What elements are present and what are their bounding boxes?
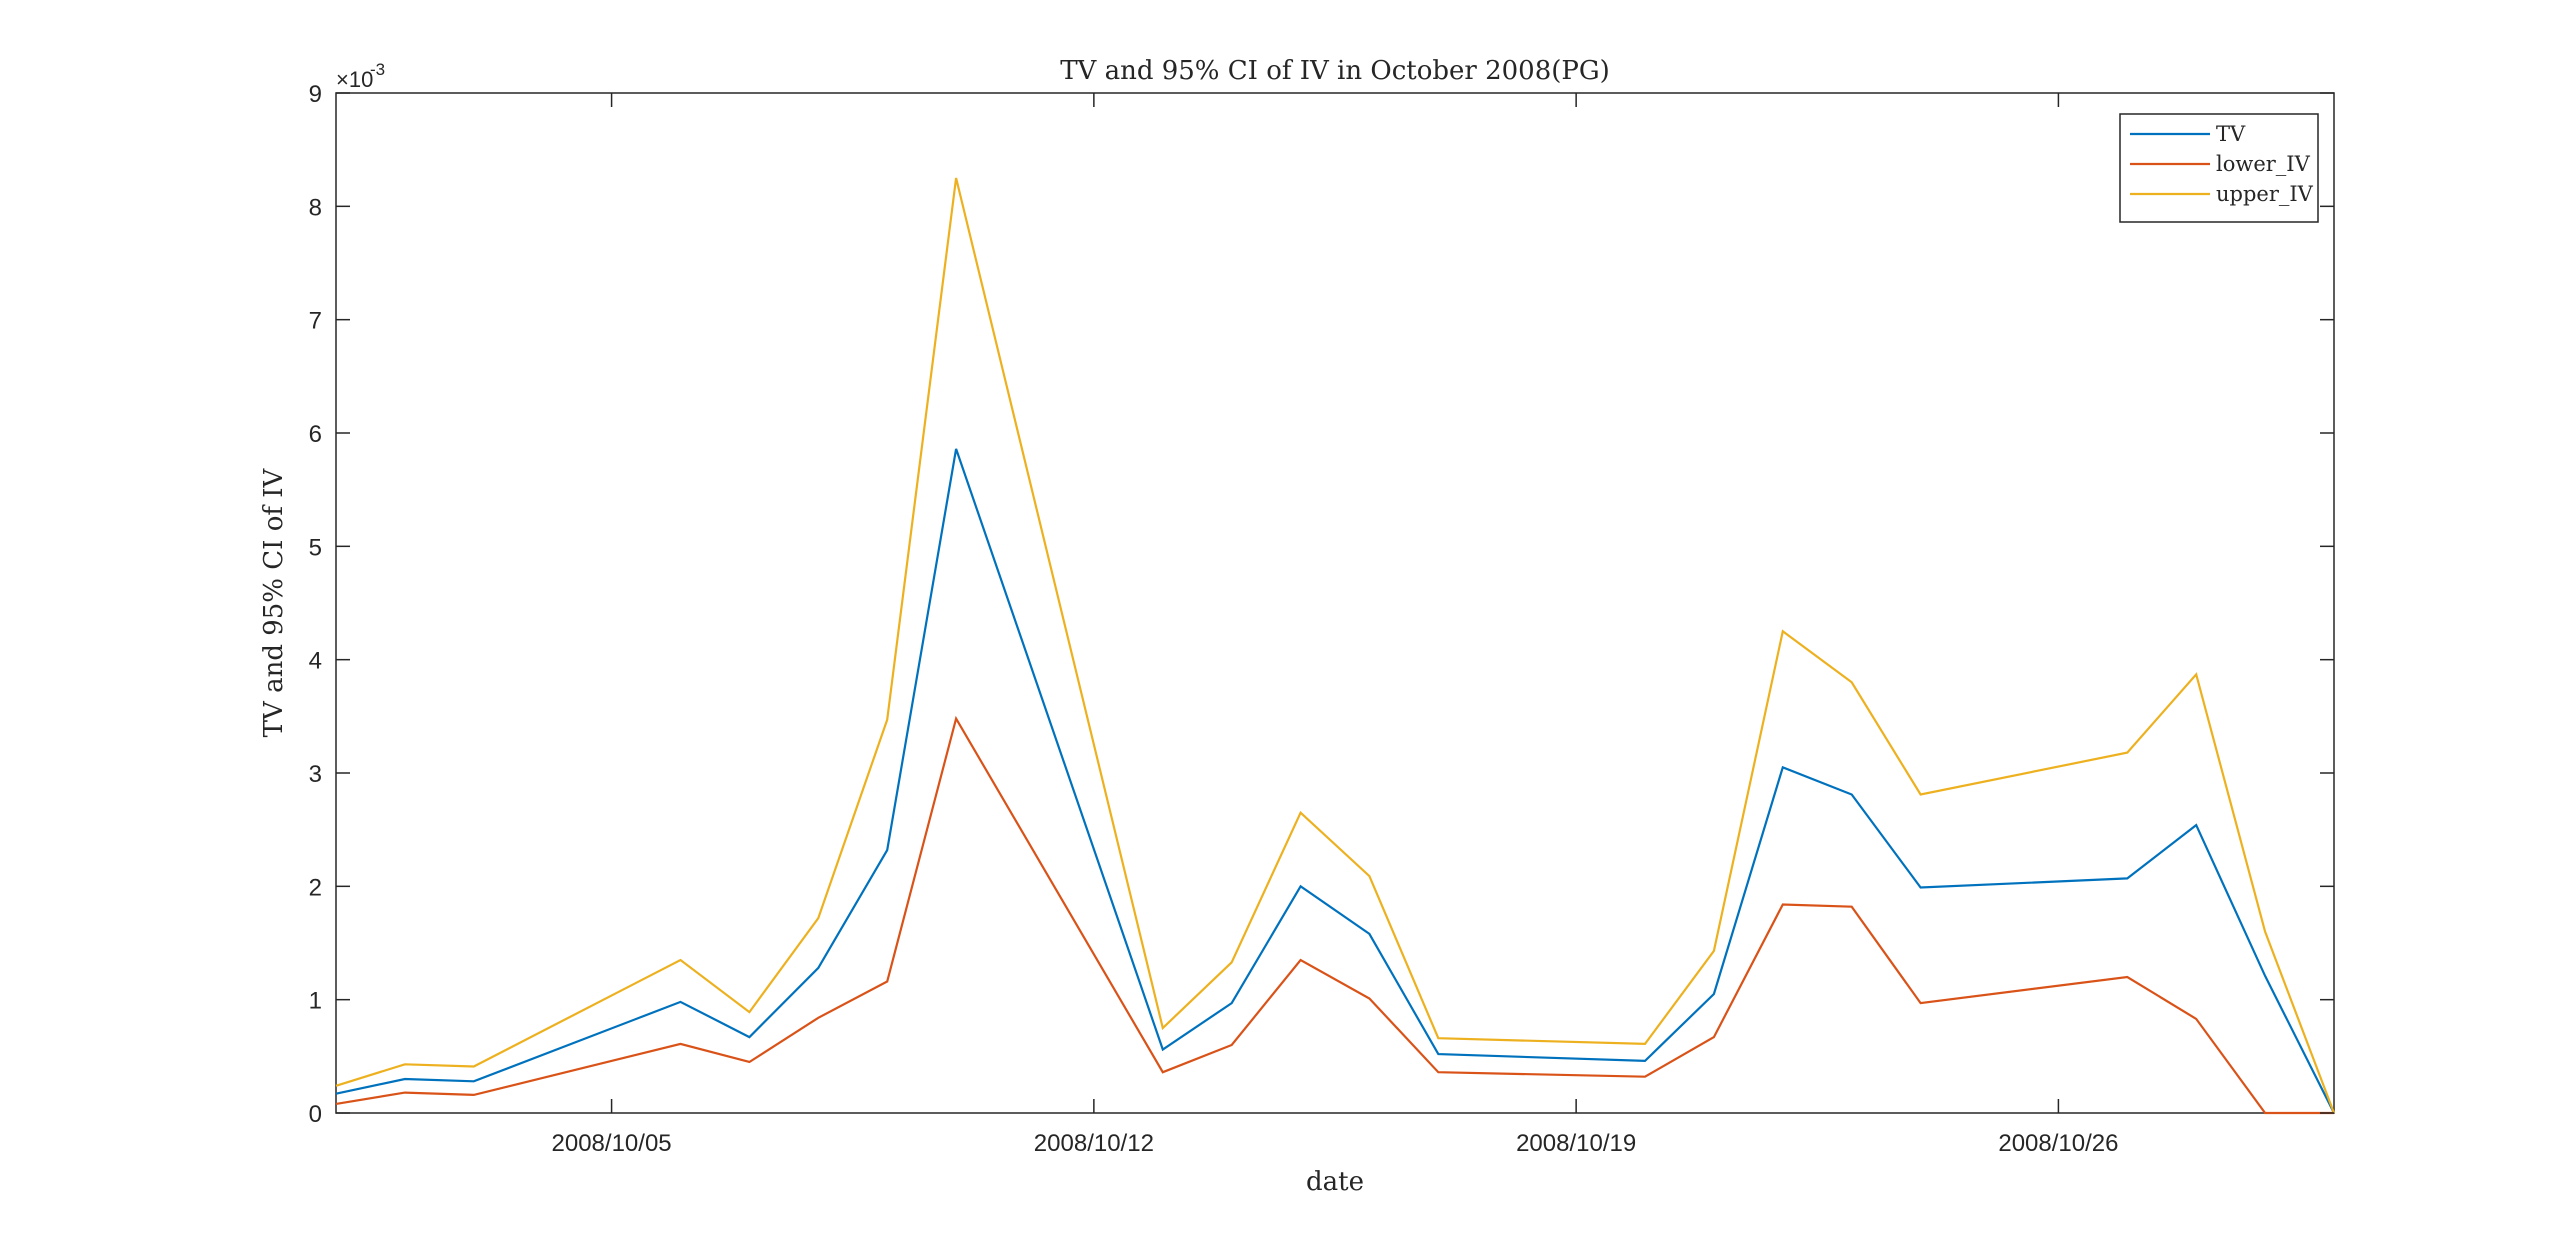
series-line-upper-iv xyxy=(335,177,2336,1114)
legend-label: upper_IV xyxy=(2216,182,2314,206)
y-axis-label: TV and 95% CI of IV xyxy=(259,467,289,737)
y-exponent-base: ×10 xyxy=(336,67,373,92)
y-tick-label: 0 xyxy=(309,1101,322,1128)
y-tick-label: 9 xyxy=(309,81,322,108)
x-tick-label: 2008/10/12 xyxy=(1034,1130,1154,1157)
y-tick-label: 2 xyxy=(309,874,322,901)
x-axis-label: date xyxy=(1306,1167,1364,1197)
chart-title: TV and 95% CI of IV in October 2008(PG) xyxy=(1060,56,1610,86)
legend: TV lower_IV upper_IV xyxy=(2119,113,2319,223)
legend-box xyxy=(2119,113,2319,223)
x-tick-label: 2008/10/26 xyxy=(1998,1130,2118,1157)
series-line-lower-iv xyxy=(335,715,2334,1115)
y-tick-label: 6 xyxy=(309,421,322,448)
y-tick-label: 1 xyxy=(309,988,322,1015)
plot-area xyxy=(335,92,2335,1114)
series-layer xyxy=(335,177,2336,1115)
x-tick-label: 2008/10/05 xyxy=(552,1130,672,1157)
axes-layer: 0 1 2 3 4 5 6 7 8 9 2008/10/05 2008/10/12 2008/10/19… xyxy=(309,81,2334,1157)
y-tick-label: 3 xyxy=(309,761,322,788)
x-tick-label: 2008/10/19 xyxy=(1516,1130,1636,1157)
series-line-tv xyxy=(335,448,2335,1114)
legend-label: lower_IV xyxy=(2216,152,2311,176)
y-exponent-power: -3 xyxy=(370,60,385,79)
y-tick-label: 7 xyxy=(309,308,322,335)
y-tick-label: 4 xyxy=(309,648,322,675)
y-tick-label: 5 xyxy=(309,534,322,561)
y-axis-exponent: ×10 -3 xyxy=(336,60,385,92)
y-tick-label: 8 xyxy=(309,194,322,221)
legend-label: TV xyxy=(2216,122,2246,146)
